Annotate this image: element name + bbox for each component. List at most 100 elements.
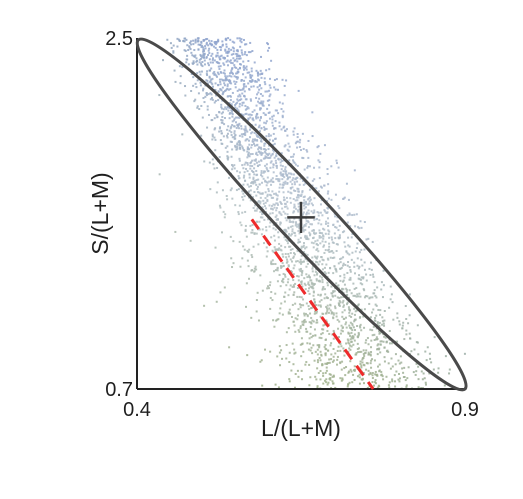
scatter-point <box>259 200 262 203</box>
scatter-point <box>257 160 260 163</box>
scatter-point <box>265 163 268 166</box>
scatter-point <box>282 210 285 213</box>
scatter-point <box>326 284 329 287</box>
scatter-point <box>200 104 203 107</box>
scatter-point <box>278 101 281 104</box>
scatter-point <box>229 72 232 75</box>
scatter-point <box>203 160 206 163</box>
scatter-point <box>371 372 374 374</box>
scatter-point <box>370 268 373 271</box>
scatter-point <box>332 312 335 315</box>
scatter-point <box>169 42 172 45</box>
scatter-point <box>330 342 333 345</box>
scatter-point <box>296 199 299 202</box>
scatter-point <box>287 252 290 255</box>
scatter-point <box>338 237 341 240</box>
scatter-point <box>353 261 356 264</box>
scatter-point <box>336 296 339 299</box>
scatter-point <box>348 342 351 345</box>
scatter-point <box>271 152 274 155</box>
scatter-point <box>368 267 371 270</box>
scatter-point <box>220 103 223 106</box>
scatter-point <box>249 113 252 116</box>
scatter-point <box>358 376 361 379</box>
scatter-point <box>367 343 370 346</box>
scatter-point <box>379 313 382 316</box>
scatter-point <box>264 179 267 182</box>
scatter-point <box>353 339 356 342</box>
scatter-point <box>290 315 293 318</box>
scatter-point <box>265 135 268 138</box>
scatter-point <box>294 177 297 180</box>
scatter-point <box>424 383 427 386</box>
scatter-point <box>287 190 290 193</box>
scatter-point <box>375 327 378 330</box>
scatter-point <box>359 295 362 298</box>
scatter-point <box>243 171 246 174</box>
scatter-point <box>283 125 286 128</box>
scatter-point <box>330 198 333 201</box>
scatter-point <box>279 212 282 215</box>
scatter-point <box>276 280 279 283</box>
scatter-point <box>275 218 278 221</box>
scatter-point <box>170 46 173 49</box>
scatter-point <box>308 292 311 295</box>
scatter-point <box>367 369 370 372</box>
scatter-point <box>215 41 218 44</box>
scatter-point <box>349 276 352 279</box>
scatter-point <box>463 352 466 355</box>
scatter-point <box>234 86 237 89</box>
scatter-point <box>371 374 374 377</box>
scatter-point <box>237 188 240 191</box>
scatter-point <box>203 59 206 62</box>
scatter-point <box>253 61 256 64</box>
scatter-point <box>296 275 299 278</box>
scatter-point <box>166 38 169 41</box>
scatter-point <box>334 305 337 308</box>
scatter-point <box>371 377 374 380</box>
scatter-point <box>252 196 255 199</box>
scatter-point <box>318 229 321 232</box>
scatter-point <box>216 166 219 169</box>
scatter-point <box>209 98 212 101</box>
scatter-point <box>194 38 197 41</box>
scatter-point <box>372 292 375 295</box>
scatter-point <box>332 375 335 378</box>
scatter-point <box>305 273 308 276</box>
scatter-point <box>354 250 357 253</box>
scatter-point <box>282 173 285 176</box>
scatter-point <box>251 118 254 121</box>
scatter-point <box>327 222 330 225</box>
scatter-point <box>352 369 355 372</box>
scatter-point <box>284 172 287 175</box>
scatter-point <box>224 75 227 78</box>
scatter-point <box>383 319 386 322</box>
scatter-point <box>309 285 312 288</box>
scatter-point <box>317 159 320 162</box>
scatter-point <box>268 138 271 141</box>
scatter-point <box>257 78 260 81</box>
scatter-point <box>378 347 381 350</box>
scatter-point <box>173 69 176 72</box>
scatter-point <box>321 240 324 243</box>
scatter-point <box>302 304 305 307</box>
scatter-point <box>285 230 288 233</box>
scatter-point <box>376 353 379 356</box>
scatter-point <box>197 92 200 95</box>
scatter-point <box>273 246 276 249</box>
scatter-point <box>205 41 208 44</box>
scatter-point <box>335 282 338 285</box>
scatter-point <box>326 192 329 195</box>
scatter-point <box>355 247 358 250</box>
scatter-point <box>267 43 270 46</box>
scatter-point <box>318 236 321 239</box>
scatter-point <box>349 269 352 272</box>
scatter-point <box>308 275 311 278</box>
scatter-point <box>369 296 372 299</box>
scatter-point <box>223 72 226 75</box>
scatter-point <box>339 349 342 352</box>
scatter-point <box>244 131 247 134</box>
scatter-point <box>403 338 406 341</box>
scatter-point <box>201 61 204 64</box>
scatter-point <box>340 324 343 327</box>
